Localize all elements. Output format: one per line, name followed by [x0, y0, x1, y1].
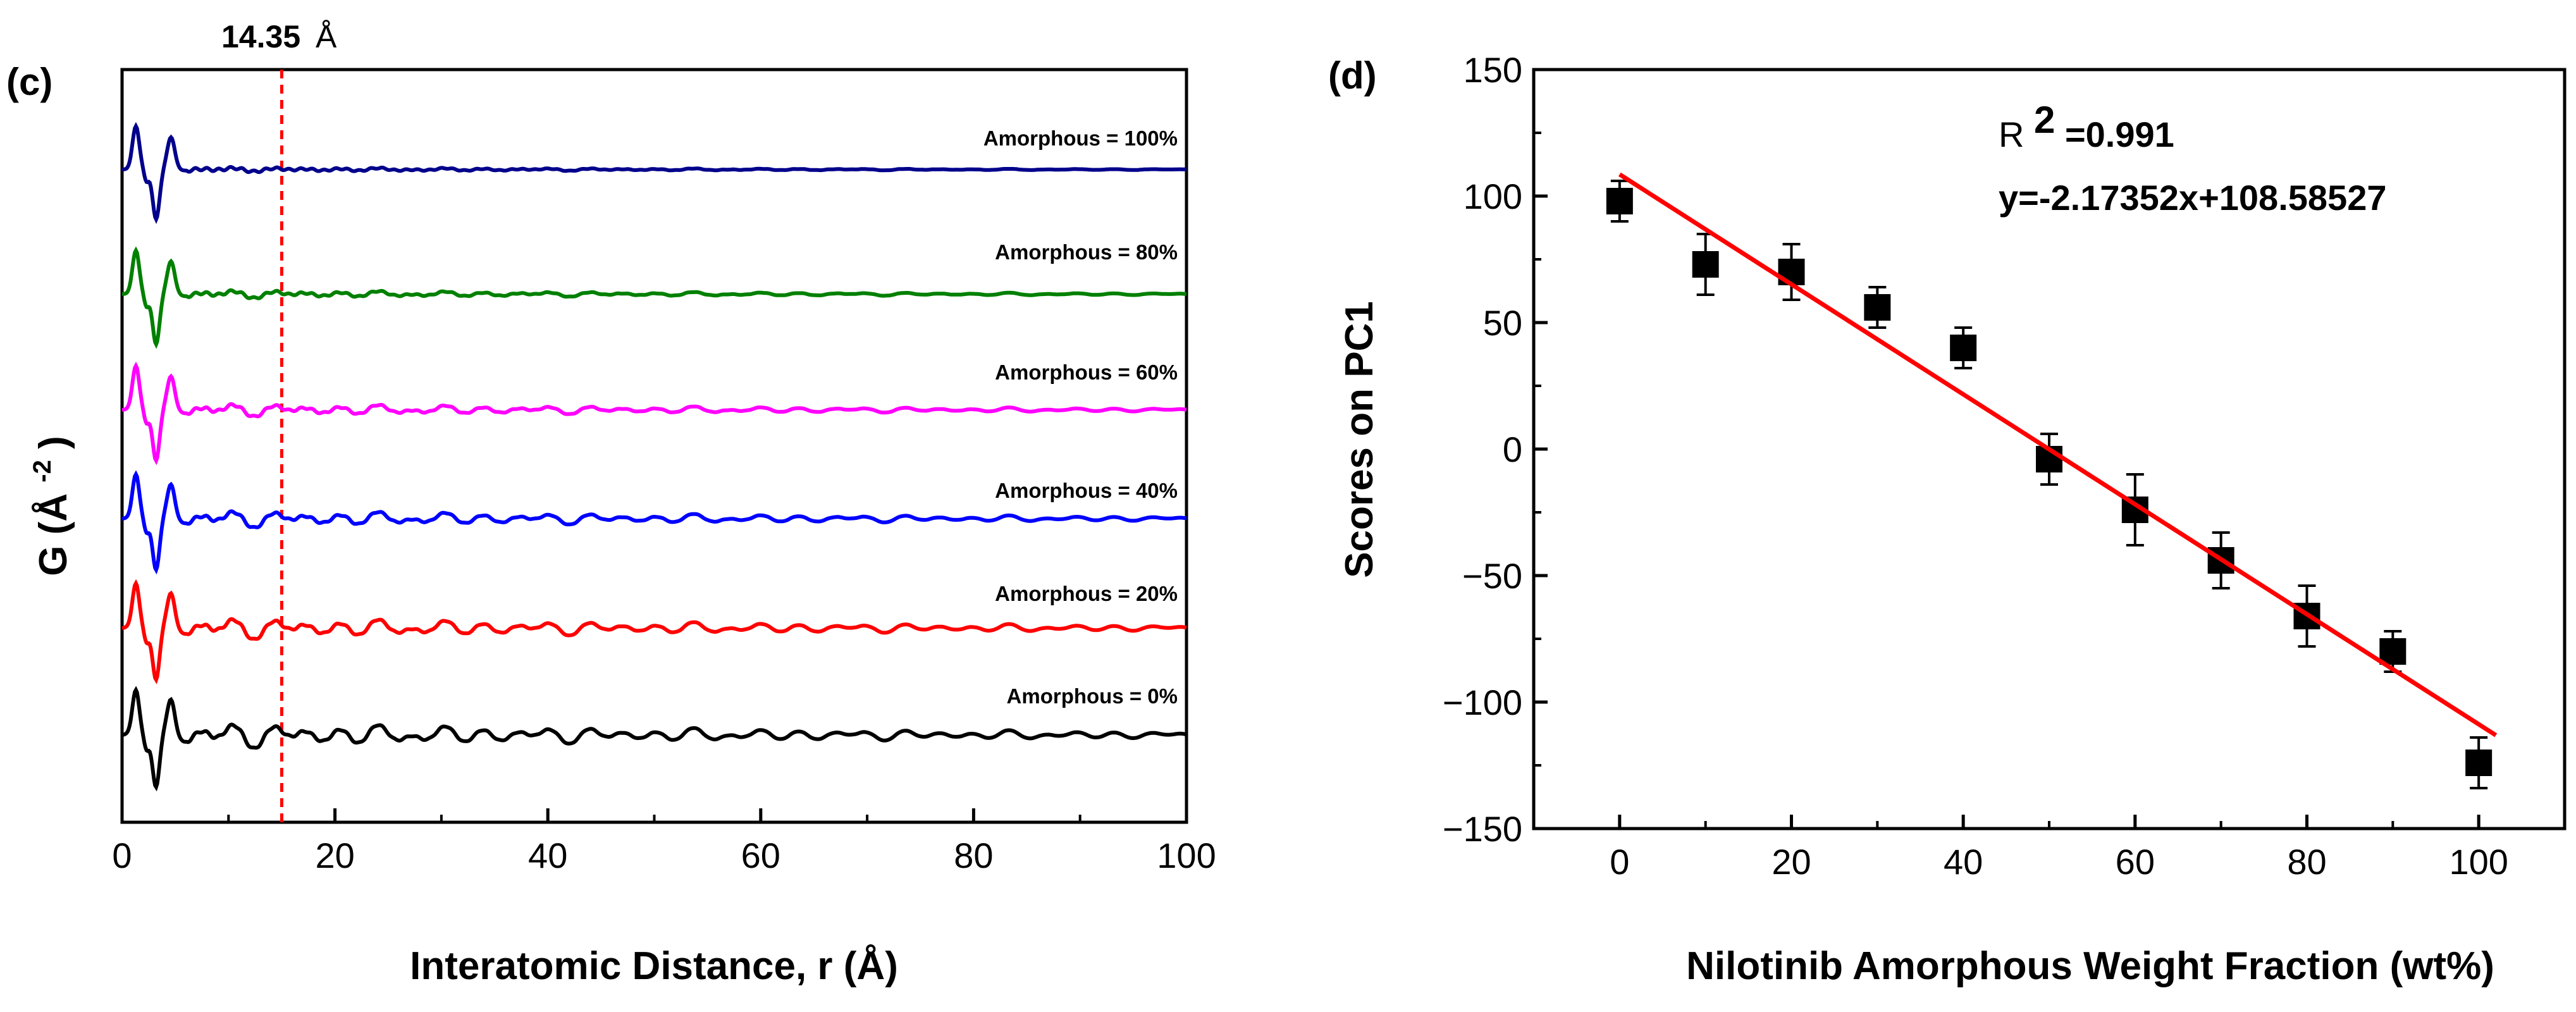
series-label: Amorphous = 60%: [995, 361, 1178, 384]
series-label: Amorphous = 0%: [1007, 684, 1178, 708]
x-tick-label-c: 100: [1157, 836, 1216, 875]
y-axis-title-c-sup: -2: [28, 460, 56, 483]
x-tick-label-d: 60: [2116, 842, 2155, 882]
peak-annotation-number: 14.35: [221, 19, 300, 54]
y-axis-title-c: G (Å -2 ): [16, 436, 75, 576]
y-axis-title-c-main: G (Å: [32, 493, 75, 576]
data-point: [1606, 188, 1633, 214]
y-tick-label-d: −100: [1443, 682, 1522, 722]
series-trace: [121, 686, 1187, 792]
x-tick-label-c: 60: [741, 836, 780, 875]
x-tick-label-c: 0: [112, 836, 132, 875]
data-point: [1692, 251, 1719, 278]
y-tick-label-d: −150: [1443, 809, 1522, 849]
y-tick-label-d: 100: [1464, 176, 1522, 216]
x-tick-label-c: 40: [528, 836, 567, 875]
y-axis-title-c-close: ): [32, 436, 75, 449]
x-tick-label-c: 80: [954, 836, 993, 875]
series-trace: [121, 121, 1186, 225]
pca-panel: (d) Scores on PC1 Nilotinib Amorphous We…: [1328, 50, 2567, 988]
x-tick-label-d: 20: [1772, 842, 1811, 882]
series-trace: [121, 361, 1187, 466]
data-point: [2465, 750, 2493, 776]
x-tick-label-d: 80: [2287, 842, 2326, 882]
data-point: [1950, 335, 1977, 361]
y-tick-label-d: 0: [1503, 429, 1522, 469]
peak-annotation: 14.35 Å: [221, 19, 337, 54]
r-squared-superscript: 2: [2034, 99, 2055, 141]
fit-line: [1618, 172, 2498, 737]
x-tick-label-c: 20: [315, 836, 354, 875]
panel-label-d: (d): [1328, 54, 1377, 97]
data-point: [2379, 638, 2407, 665]
data-point: [1778, 259, 1805, 285]
y-axis-title-d: Scores on PC1: [1338, 301, 1381, 578]
r-squared-symbol: R: [1999, 114, 2024, 154]
peak-annotation-unit: Å: [316, 19, 337, 54]
pdf-panel: (c) 14.35 Å G (Å -2 ) Interatomic Distan…: [6, 19, 1216, 988]
r-squared-annotation: R 2 =0.991: [1999, 99, 2174, 154]
y-tick-label-d: 150: [1464, 50, 1522, 90]
fit-equation: y=-2.17352x+108.58527: [1999, 178, 2386, 218]
r-squared-value: =0.991: [2065, 114, 2174, 154]
x-tick-label-d: 40: [1944, 842, 1983, 882]
series-trace: [121, 579, 1187, 684]
panel-label-c: (c): [6, 61, 52, 103]
series-trace: [121, 246, 1187, 349]
series-label: Amorphous = 20%: [995, 582, 1178, 605]
x-tick-label-d: 0: [1610, 842, 1629, 882]
x-axis-title-c: Interatomic Distance, r (Å): [410, 944, 898, 988]
x-tick-label-d: 100: [2449, 842, 2508, 882]
series-label: Amorphous = 40%: [995, 479, 1178, 502]
data-point: [1864, 294, 1891, 321]
series-label: Amorphous = 100%: [983, 126, 1178, 150]
series-trace: [121, 470, 1187, 575]
y-tick-label-d: 50: [1483, 303, 1522, 343]
y-tick-label-d: −50: [1462, 556, 1522, 596]
x-axis-title-d: Nilotinib Amorphous Weight Fraction (wt%…: [1686, 944, 2494, 988]
series-label: Amorphous = 80%: [995, 240, 1178, 264]
